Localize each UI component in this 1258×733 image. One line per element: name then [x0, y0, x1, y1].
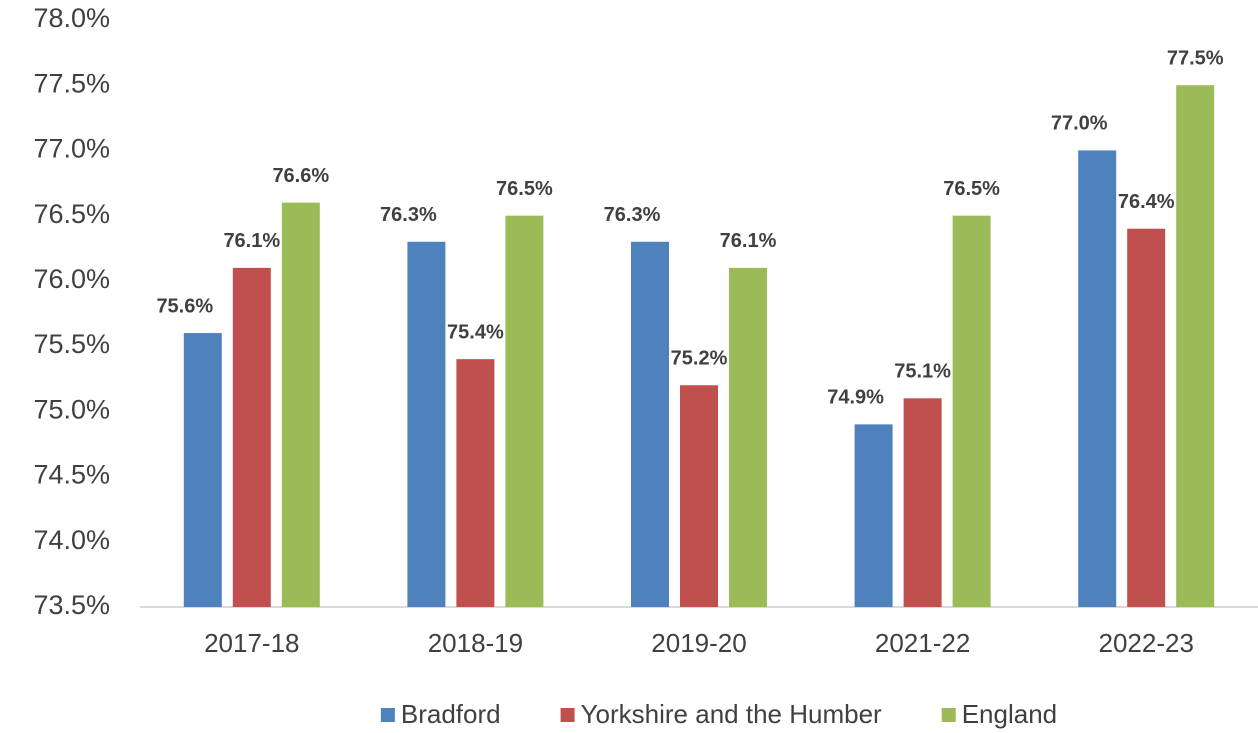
- value-label: 76.5%: [496, 178, 553, 200]
- value-label: 76.1%: [720, 230, 777, 252]
- bar: [456, 359, 495, 607]
- y-tick-label: 77.5%: [33, 68, 110, 98]
- bar: [1176, 85, 1215, 607]
- bar: [407, 241, 446, 607]
- bar: [1127, 228, 1166, 607]
- legend-label: Bradford: [401, 699, 501, 729]
- y-tick-label: 74.5%: [33, 460, 110, 490]
- bar: [183, 333, 222, 607]
- y-tick-label: 76.0%: [33, 264, 110, 294]
- bar: [232, 267, 271, 607]
- x-tick-label: 2018-19: [428, 628, 523, 658]
- value-label: 76.1%: [223, 230, 280, 252]
- y-tick-label: 75.5%: [33, 329, 110, 359]
- value-label: 76.3%: [604, 204, 661, 226]
- bar: [281, 202, 320, 607]
- value-label: 76.5%: [943, 178, 1000, 200]
- legend-swatch: [941, 708, 956, 722]
- x-tick-label: 2022-23: [1098, 628, 1193, 658]
- legend-label: England: [962, 699, 1057, 729]
- y-tick-label: 75.0%: [33, 394, 110, 424]
- bar: [1078, 150, 1117, 607]
- y-tick-label: 78.0%: [33, 3, 110, 33]
- bar: [903, 398, 942, 607]
- value-label: 75.2%: [671, 348, 728, 370]
- legend-label: Yorkshire and the Humber: [581, 699, 882, 729]
- bar: [505, 215, 544, 607]
- value-label: 75.1%: [894, 361, 951, 383]
- bar: [952, 215, 991, 607]
- value-label: 75.4%: [447, 321, 504, 343]
- bar: [680, 385, 718, 607]
- legend-swatch: [380, 708, 395, 722]
- y-tick-label: 74.0%: [33, 525, 110, 555]
- value-label: 75.6%: [156, 295, 213, 317]
- bar: [854, 424, 893, 607]
- value-label: 76.3%: [380, 204, 437, 226]
- value-label: 77.0%: [1051, 113, 1108, 135]
- value-label: 74.9%: [827, 387, 884, 409]
- value-label: 76.4%: [1118, 191, 1175, 213]
- legend-swatch: [560, 708, 575, 722]
- x-tick-label: 2019-20: [651, 628, 746, 658]
- y-tick-label: 77.0%: [33, 134, 110, 164]
- value-label: 76.6%: [272, 165, 329, 187]
- y-tick-label: 76.5%: [33, 199, 110, 229]
- bar: [631, 241, 669, 607]
- value-label: 77.5%: [1167, 48, 1224, 70]
- y-tick-label: 73.5%: [33, 590, 110, 620]
- bar: [729, 267, 767, 607]
- x-tick-label: 2017-18: [204, 628, 299, 658]
- x-tick-label: 2021-22: [875, 628, 970, 658]
